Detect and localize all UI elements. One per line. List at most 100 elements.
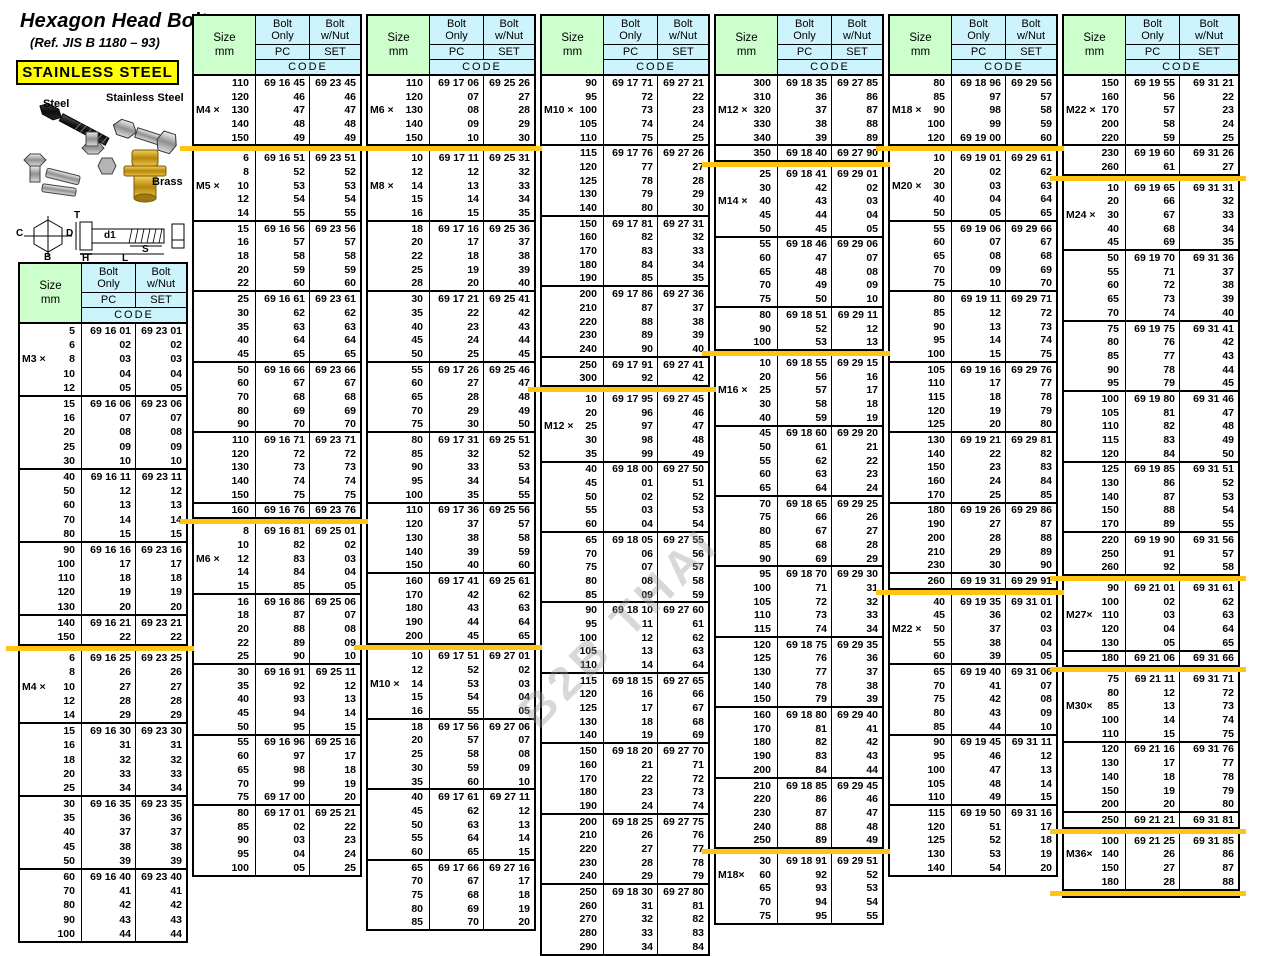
pc-code-cell: 09 [604,587,658,602]
size-cell: 100 [890,117,952,131]
table-row: 20 02 62 [890,165,1056,179]
size-cell: M6 × 12 [194,551,256,566]
pc-code-cell: 69 17 56 [430,719,484,734]
table-row: 15 69 16 30 69 23 30 [20,724,186,739]
table-row: M10 × 14 53 03 [368,676,534,691]
set-code-cell: 49 [518,404,530,417]
table-row: 150 19 79 [1064,783,1238,798]
size-header-cell: Size mm [1064,16,1126,74]
table-body: 110 69 16 45 69 23 45 120 46 46 M4 × 130 47 47 140… [180,76,368,877]
dim-c-label: C [16,228,24,239]
set-code-cell: 30 [518,131,530,144]
set-code-cell: 69 25 46 [489,363,530,376]
size-cell: 75 [368,888,430,902]
table-row: 18 58 58 [194,249,360,263]
set-code-cell: 29 [866,552,878,565]
table-row: M8 × 14 13 33 [368,178,534,193]
size-cell: 50 [368,347,430,361]
set-code-cell: 69 29 06 [837,238,878,251]
set-code-cell: 60 [1040,131,1052,144]
set-code-cell: 75 [1222,727,1234,740]
set-code-cell: 69 29 25 [837,497,878,510]
size-block: 30 69 17 21 69 25 41 35 22 42 40 23 43 45 24 44 50 25… [368,292,534,363]
pc-code-cell: 85 [604,271,658,286]
size-cell: 105 [542,644,604,659]
set-code-cell: 72 [692,772,704,785]
size-cell: 35 [542,446,604,461]
size-cell: 20 [20,425,82,440]
thread-diameter-label: M6 × [370,104,394,117]
size-cell: 110 [542,130,604,145]
table-row: 18 87 07 [194,608,360,623]
table-row: 100 02 62 [1064,594,1238,609]
size-cell: 45 [20,839,82,854]
pc-code-cell: 83 [1126,433,1180,447]
pc-code-cell: 59 [256,262,310,277]
size-cell: 75 [716,292,778,306]
pc-code-cell: 73 [604,103,658,118]
table-row: 75 66 26 [716,510,882,525]
set-code-cell: 77 [692,842,704,855]
table-row: 70 41 41 [20,884,186,899]
size-cell: 100 [1064,392,1126,406]
table-row: 95 14 74 [890,333,1056,348]
pc-code-cell: 03 [604,503,658,518]
pc-code-cell: 48 [256,117,310,131]
size-block: 220 69 19 90 69 31 56 250 91 57 260 92 58 [1064,533,1238,577]
size-block: 40 69 18 00 69 27 50 45 01 51 50 02 52 55 03 53 60 04… [542,462,708,533]
table-row: 12 05 05 [20,380,186,395]
size-cell: 110 [890,376,952,391]
table-row: 30 69 18 91 69 29 51 [716,854,882,868]
pc-code-cell: 64 [430,831,484,846]
pc-code-cell: 69 19 11 [952,292,1006,306]
table-row: M20 × 30 03 63 [890,178,1056,193]
pc-code-cell: 51 [952,819,1006,834]
set-code-cell: 78 [1222,770,1234,783]
set-code-cell: 69 31 06 [1011,666,1052,679]
size-cell: 70 [716,278,778,293]
set-code-cell: 43 [866,750,878,763]
table-row: 150 88 54 [1064,503,1238,518]
size-cell: 25 [20,439,82,454]
set-code-cell: 69 27 16 [489,861,530,874]
size-block: 60 69 16 40 69 23 40 70 41 41 80 42 42 90 43 43 100 4… [20,869,186,941]
set-code-cell: 35 [1222,236,1234,249]
pc-code-cell: 83 [256,551,310,566]
group-separator-line [354,644,542,650]
set-code-cell: 69 25 01 [315,525,356,538]
size-cell: 10 [716,356,778,370]
table-row: M36× 140 26 86 [1064,847,1238,862]
size-cell: 50 [194,719,256,734]
set-code-cell: 13 [1040,763,1052,776]
size-cell: 15 [368,690,430,705]
set-code-cell: 09 [170,440,182,453]
size-cell: 25 [368,262,430,277]
size-cell: 50 [542,489,604,504]
pc-code-cell: 41 [952,678,1006,693]
size-cell: 140 [20,615,82,630]
table-row: M18× 60 92 52 [716,867,882,882]
pc-code-cell: 69 17 11 [430,151,484,166]
size-cell: M24 × 30 [1064,208,1126,222]
pc-code-cell: 38 [952,635,1006,650]
size-cell: 100 [716,335,778,350]
size-cell: 90 [542,603,604,618]
set-code-cell: 68 [344,390,356,403]
table-header: Size mm Bolt Only Bolt w/Nut PC SET CODE [192,14,362,76]
table-row: 90 69 18 10 69 27 60 [542,603,708,618]
pc-code-cell: 67 [430,874,484,889]
table-row: 35 92 12 [194,678,360,693]
pc-code-cell: 63 [778,467,832,482]
set-code-cell: 09 [866,279,878,292]
size-cell: 85 [194,819,256,834]
size-cell: 20 [194,262,256,277]
set-code-cell: 69 31 31 [1193,181,1234,194]
pc-code-cell: 59 [1126,130,1180,145]
set-code-cell: 32 [692,231,704,244]
set-code-cell: 49 [866,834,878,847]
set-code-cell: 69 27 80 [663,886,704,899]
pc-code-cell: 69 17 36 [430,503,484,518]
size-header-cell: Size mm [20,264,82,322]
pc-code-cell: 77 [604,160,658,174]
bolt-wnut-header: Bolt w/Nut [146,265,176,290]
